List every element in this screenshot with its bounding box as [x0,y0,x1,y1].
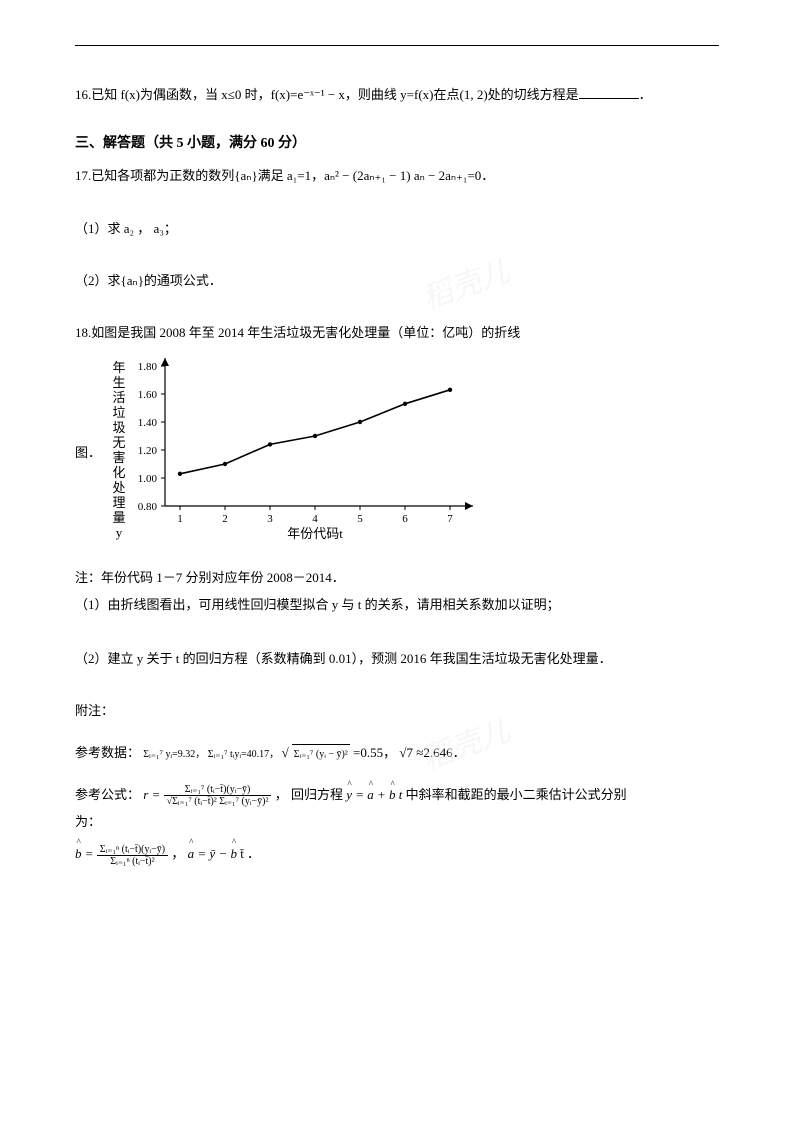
r-equals: r = [143,787,163,802]
section-3-title: 三、解答题（共 5 小题，满分 60 分） [75,132,719,152]
a-hat: a [188,840,195,869]
svg-text:化: 化 [113,465,126,480]
r-num: Σᵢ₌₁⁷ (tᵢ−t̄)(yᵢ−ȳ) [164,784,272,796]
refdata-sum1: Σᵢ₌₁⁷ yᵢ=9.32， [143,749,207,760]
svg-text:1.20: 1.20 [138,445,158,457]
b-den: Σᵢ₌₁ⁿ (tᵢ−t̄)² [97,856,168,867]
q18-wei: 为： [75,808,719,837]
refformula-pre: 参考公式： [75,787,140,802]
svg-text:2: 2 [222,513,228,525]
b-end: ， [171,846,187,861]
svg-text:4: 4 [312,513,318,525]
svg-text:理: 理 [113,495,126,510]
svg-text:1.40: 1.40 [138,417,158,429]
q18-chart-row: 图． 0.80 1.00 1.20 1.40 1.60 1.80 1 2 3 4 5 6 7 年份代码t 年… [75,354,719,549]
svg-text:6: 6 [402,513,408,525]
top-rule [75,45,719,46]
q18-main: 18.如图是我国 2008 年至 2014 年生活垃圾无害化处理量（单位：亿吨）… [75,320,719,346]
q17-sub2: （2）求{aₙ}的通项公式． [75,268,719,294]
q16-text: 16.已知 f(x)为偶函数，当 x≤0 时，f(x)=e⁻ˣ⁻¹ − x，则曲… [75,87,579,102]
svg-text:害: 害 [113,450,126,465]
r-den: √Σᵢ₌₁⁷ (tᵢ−t̄)² Σᵢ₌₁⁷ (yᵢ−ȳ)² [164,796,272,807]
q17-sub1: （1）求 a₂ ， a₃； [75,216,719,242]
svg-text:3: 3 [267,513,273,525]
b-num: Σᵢ₌₁ⁿ (tᵢ−t̄)(yᵢ−ȳ) [97,844,168,856]
q16-end: ． [639,87,652,102]
q16: 16.已知 f(x)为偶函数，当 x≤0 时，f(x)=e⁻ˣ⁻¹ − x，则曲… [75,81,719,110]
refformula-end: 中斜率和截距的最小二乘估计公式分别 [406,787,627,802]
q18-note: 注：年份代码 1－7 分别对应年份 2008－2014． [75,565,719,591]
svg-text:无: 无 [113,435,126,450]
q17-main: 17.已知各项都为正数的数列{aₙ}满足 a₁=1，aₙ² − (2aₙ₊₁ −… [75,162,719,191]
q16-blank [579,85,639,99]
svg-text:圾: 圾 [113,420,126,435]
svg-text:y: y [116,525,123,540]
q18-appendix: 附注： [75,698,719,724]
svg-text:活: 活 [113,390,126,405]
q18-ref-data: 参考数据： Σᵢ₌₁⁷ yᵢ=9.32， Σᵢ₌₁⁷ tᵢyᵢ=40.17， Σ… [75,740,719,766]
y-hat: y [346,782,352,808]
svg-text:0.80: 0.80 [138,501,158,513]
q18-b-a-formula: b = Σᵢ₌₁ⁿ (tᵢ−t̄)(yᵢ−ȳ) Σᵢ₌₁ⁿ (tᵢ−t̄)² ，… [75,840,719,869]
refformula-mid: ， 回归方程 [275,787,347,802]
q18-chart: 0.80 1.00 1.20 1.40 1.60 1.80 1 2 3 4 5 6 7 年份代码t 年生活垃… [105,354,485,549]
svg-text:垃: 垃 [113,405,126,420]
b-hat2: b [230,840,237,869]
svg-text:1.60: 1.60 [138,389,158,401]
b-hat: b [75,840,82,869]
svg-text:处: 处 [113,480,126,495]
q18-chart-prefix: 图． [75,442,101,461]
svg-text:7: 7 [447,513,453,525]
svg-text:1: 1 [177,513,183,525]
a-eq: = ȳ − [197,846,230,861]
refdata-sum2: Σᵢ₌₁⁷ tᵢyᵢ=40.17， [208,749,282,760]
a-end: t̄ ． [240,846,260,861]
refdata-sum3: =0.55， √7 ≈2.646． [353,745,466,760]
q18-sub2: （2）建立 y 关于 t 的回归方程（系数精确到 0.01），预测 2016 年… [75,646,719,672]
svg-text:1.00: 1.00 [138,473,158,485]
q18-sub1: （1）由折线图看出，可用线性回归模型拟合 y 与 t 的关系，请用相关系数加以证… [75,591,719,620]
b-hat-inline: b [389,782,396,808]
refdata-sqrt-inner: Σᵢ₌₁⁷ (yᵢ − ȳ)² [292,744,350,765]
r-fraction: Σᵢ₌₁⁷ (tᵢ−t̄)(yᵢ−ȳ) √Σᵢ₌₁⁷ (tᵢ−t̄)² Σᵢ₌₁… [164,784,272,807]
refdata-pre: 参考数据： [75,745,140,760]
svg-text:5: 5 [357,513,363,525]
a-hat-inline: a [367,782,374,808]
svg-text:1.80: 1.80 [138,361,158,373]
q18-ref-formula: 参考公式： r = Σᵢ₌₁⁷ (tᵢ−t̄)(yᵢ−ȳ) √Σᵢ₌₁⁷ (tᵢ… [75,782,719,808]
svg-text:生: 生 [113,375,126,390]
svg-text:年份代码t: 年份代码t [287,526,343,541]
svg-text:年: 年 [113,360,126,375]
svg-text:量: 量 [113,510,126,525]
refdata-sqrt: Σᵢ₌₁⁷ (yᵢ − ȳ)² [282,740,350,766]
b-fraction: Σᵢ₌₁ⁿ (tᵢ−t̄)(yᵢ−ȳ) Σᵢ₌₁ⁿ (tᵢ−t̄)² [97,844,168,867]
